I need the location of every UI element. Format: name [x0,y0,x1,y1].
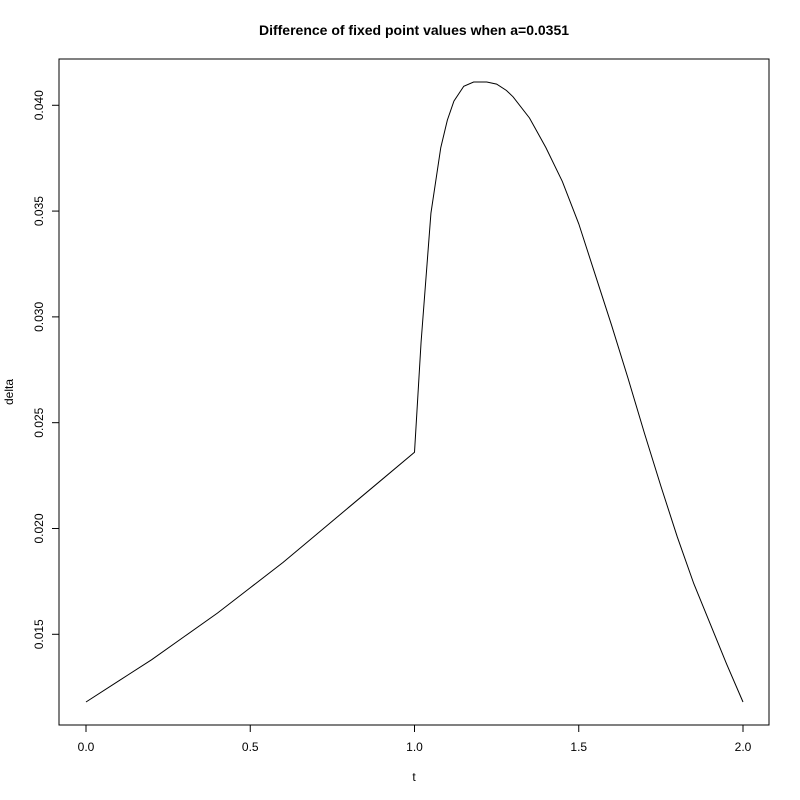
x-axis: 0.0 0.5 1.0 1.5 2.0 [78,725,752,754]
x-tick-label: 2.0 [735,740,752,754]
x-tick-label: 0.5 [242,740,259,754]
y-tick-label: 0.030 [32,302,46,332]
y-tick-label: 0.035 [32,196,46,226]
plot-border [58,58,770,726]
x-axis-label: t [412,770,416,784]
series-line [85,81,744,703]
y-tick-label: 0.015 [32,619,46,649]
y-axis: 0.015 0.020 0.025 0.030 0.035 0.040 [32,90,59,649]
y-tick-label: 0.040 [32,90,46,120]
y-tick-label: 0.025 [32,407,46,437]
x-tick-label: 1.5 [570,740,587,754]
y-axis-label: delta [2,379,16,405]
y-tick-label: 0.020 [32,513,46,543]
chart-title: Difference of fixed point values when a=… [259,22,569,38]
x-tick-label: 0.0 [78,740,95,754]
x-tick-label: 1.0 [406,740,423,754]
